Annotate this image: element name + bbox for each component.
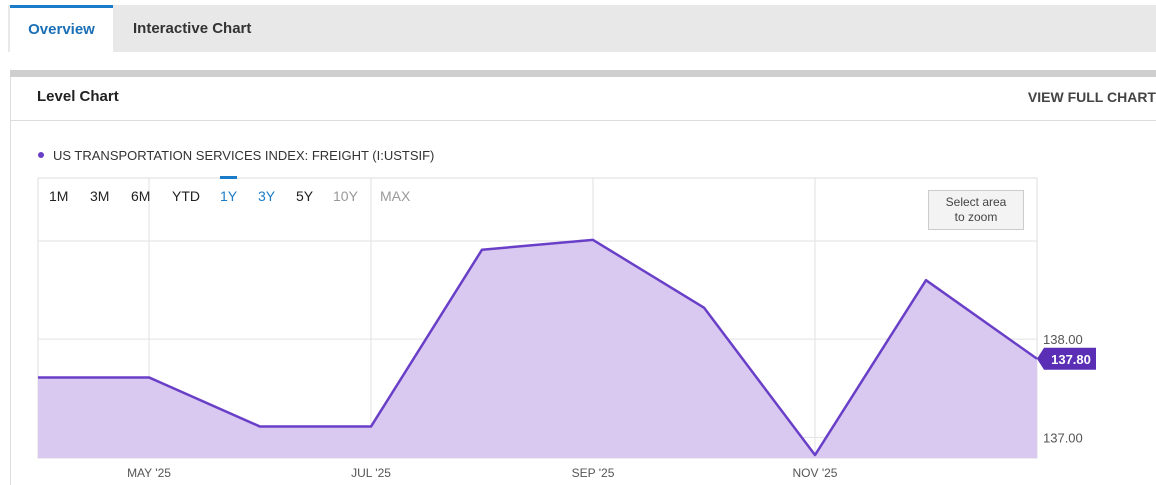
value-label: 137.80	[1051, 352, 1091, 367]
range-button[interactable]: 6M	[131, 188, 151, 204]
legend-marker	[38, 152, 44, 158]
y-tick-label: 138.00	[1043, 332, 1083, 347]
range-button[interactable]: 1Y	[220, 188, 238, 204]
panel-border	[10, 77, 11, 485]
tab-bar	[8, 5, 1156, 52]
range-button[interactable]: 10Y	[333, 188, 358, 204]
legend-label: US TRANSPORTATION SERVICES INDEX: FREIGH…	[53, 148, 434, 163]
tab[interactable]: Overview	[10, 5, 113, 52]
y-tick-label: 137.00	[1043, 430, 1083, 445]
panel-title: Level Chart	[37, 88, 119, 105]
view-full-chart[interactable]: VIEW FULL CHART	[1027, 89, 1156, 105]
value-flag	[1037, 347, 1096, 370]
range-button[interactable]: 3Y	[258, 188, 276, 204]
tab[interactable]: Interactive Chart	[133, 20, 252, 37]
x-tick-label: SEP '25	[572, 466, 615, 480]
range-button[interactable]: 3M	[90, 188, 110, 204]
line	[38, 238, 1038, 457]
area	[38, 239, 1037, 458]
x-tick-label: MAY '25	[127, 466, 171, 480]
zoom-hint[interactable]: Select area to zoom	[928, 190, 1024, 230]
x-tick-label: NOV '25	[793, 466, 838, 480]
range-button[interactable]: MAX	[380, 188, 411, 204]
active-range-indicator	[220, 176, 237, 179]
x-tick-label: JUL '25	[351, 466, 391, 480]
divider	[10, 120, 1156, 121]
range-button[interactable]: YTD	[172, 188, 200, 204]
range-button[interactable]: 1M	[49, 188, 69, 204]
divider	[10, 70, 1156, 77]
range-button[interactable]: 5Y	[296, 188, 314, 204]
